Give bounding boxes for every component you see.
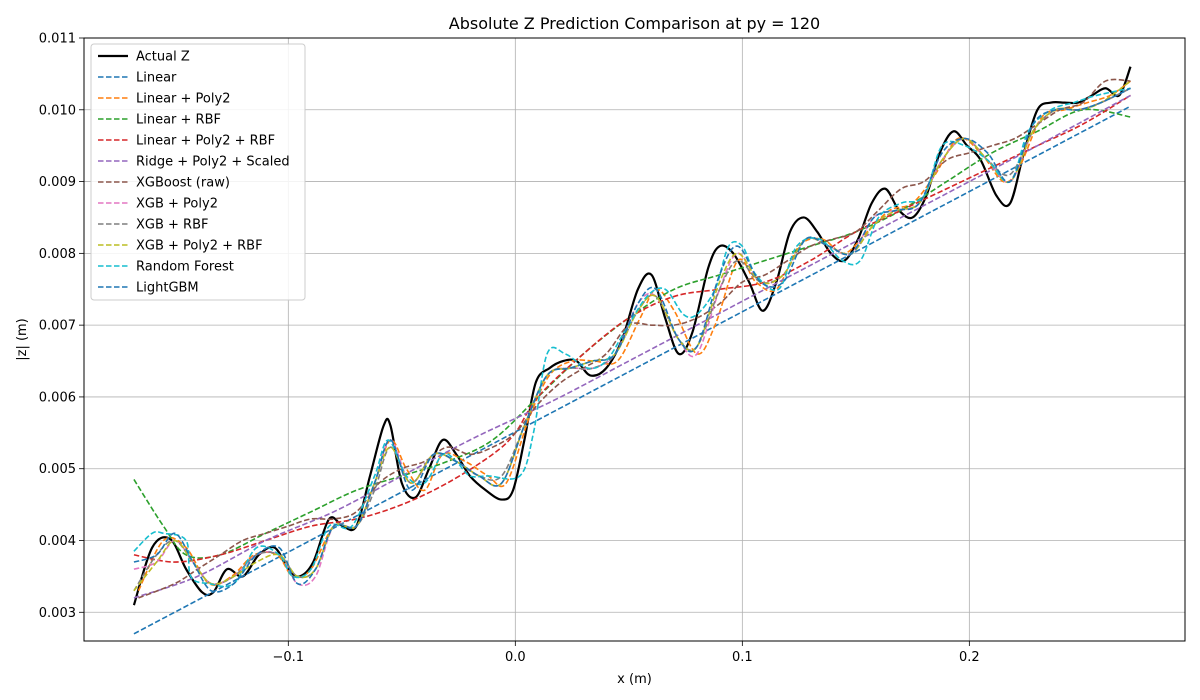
y-tick-label: 0.010 bbox=[39, 103, 76, 118]
x-tick-label: −0.1 bbox=[273, 650, 305, 665]
x-tick-label: 0.2 bbox=[959, 650, 980, 665]
legend-label-random-forest: Random Forest bbox=[136, 260, 234, 275]
series-line-linear-poly2-rbf bbox=[133, 94, 1131, 563]
tick-layer: −0.1 0.0 0.1 0.2 0.003 0.004 0.005 0.006 0.007 0.… bbox=[39, 32, 980, 666]
y-tick-label: 0.008 bbox=[39, 247, 76, 262]
legend-label-linear-poly2: Linear + Poly2 bbox=[136, 92, 230, 107]
legend-label-linear: Linear bbox=[136, 71, 177, 86]
grid-layer bbox=[84, 37, 1185, 641]
legend-label-ridge-poly2-scaled: Ridge + Poly2 + Scaled bbox=[136, 155, 290, 170]
axes-frame bbox=[83, 37, 1186, 642]
legend-label-xgb-poly2: XGB + Poly2 bbox=[136, 197, 218, 212]
legend-label-linear-rbf: Linear + RBF bbox=[136, 113, 221, 128]
legend-label-xgboost-raw: XGBoost (raw) bbox=[136, 176, 230, 191]
x-axis-label: x (m) bbox=[617, 672, 652, 687]
series-line-xgb-poly2-rbf bbox=[133, 80, 1131, 592]
legend-box bbox=[90, 43, 306, 301]
series-line-lightgbm bbox=[133, 87, 1131, 593]
legend-label-xgb-rbf: XGB + RBF bbox=[136, 218, 208, 233]
chart-title: Absolute Z Prediction Comparison at py =… bbox=[449, 14, 820, 33]
series-line-xgboost-raw bbox=[138, 78, 1131, 599]
y-tick-label: 0.003 bbox=[39, 606, 76, 621]
y-tick-label: 0.004 bbox=[39, 534, 76, 549]
legend-label-lightgbm: LightGBM bbox=[136, 281, 199, 296]
legend: Actual Z Linear Linear + Poly2 Linear + RBF… bbox=[90, 43, 306, 301]
legend-label-linear-poly2-rbf: Linear + Poly2 + RBF bbox=[136, 134, 275, 149]
series-line-ridge-poly2-scaled bbox=[133, 94, 1131, 599]
legend-label-xgb-poly2-rbf: XGB + Poly2 + RBF bbox=[136, 239, 263, 254]
legend-label-actual-z: Actual Z bbox=[136, 50, 190, 65]
x-tick-label: 0.1 bbox=[732, 650, 753, 665]
y-tick-label: 0.011 bbox=[39, 32, 76, 47]
y-tick-label: 0.005 bbox=[39, 462, 76, 477]
y-tick-label: 0.009 bbox=[39, 175, 76, 190]
y-axis-label: |z| (m) bbox=[15, 318, 30, 361]
y-tick-label: 0.007 bbox=[39, 319, 76, 334]
legend-items: Actual Z Linear Linear + Poly2 Linear + RBF… bbox=[98, 50, 290, 296]
series-line-linear bbox=[133, 105, 1131, 635]
x-tick-label: 0.0 bbox=[505, 650, 526, 665]
y-tick-label: 0.006 bbox=[39, 390, 76, 405]
series-layer bbox=[132, 66, 1132, 635]
